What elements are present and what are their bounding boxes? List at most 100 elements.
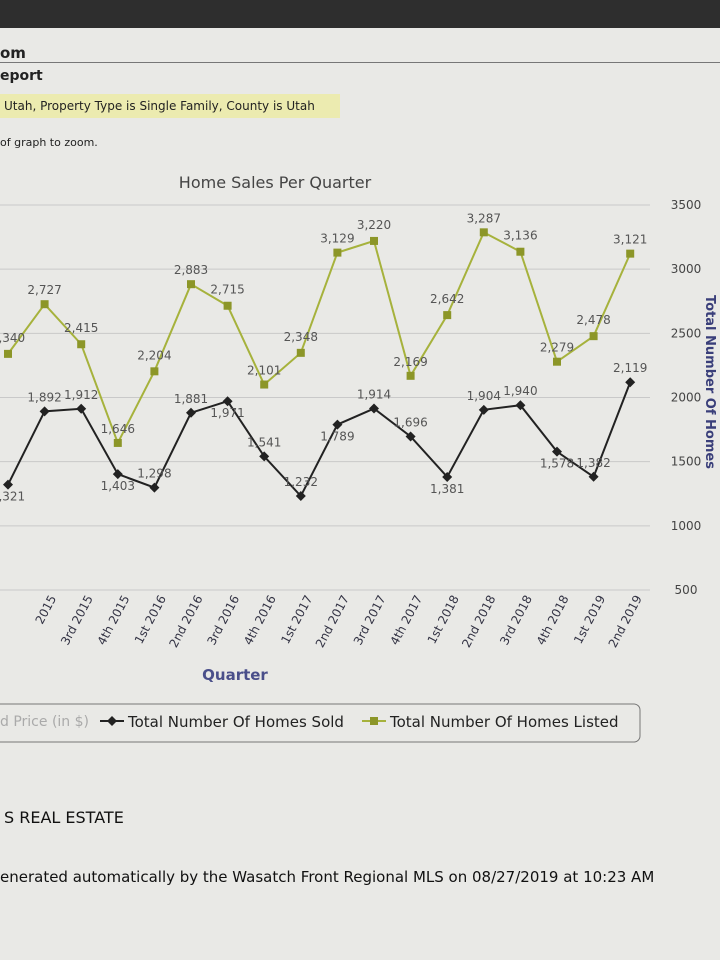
chart-title: Home Sales Per Quarter (179, 173, 372, 192)
data-label: 1,298 (137, 467, 171, 481)
report-title: eport (0, 68, 43, 84)
legend-label: Total Number Of Homes Listed (389, 713, 619, 731)
company: S REAL ESTATE (4, 808, 124, 827)
data-label: 2,642 (430, 292, 464, 306)
y2-tick-label: 1500 (671, 455, 702, 469)
marker (625, 377, 636, 388)
data-label: 1,940 (503, 384, 537, 398)
data-label: 2,119 (613, 361, 647, 375)
marker (626, 249, 635, 258)
marker (296, 348, 305, 357)
data-label: 1,403 (101, 479, 135, 493)
marker (406, 371, 415, 380)
x-tick-label: 3rd 2016 (204, 593, 242, 648)
x-tick-label: 1st 2016 (132, 593, 169, 646)
marker (260, 380, 269, 389)
data-label: 1,646 (101, 422, 135, 436)
marker (588, 471, 599, 482)
data-label: 1,971 (210, 406, 244, 420)
data-label: 1,321 (0, 490, 25, 504)
data-label: 2,340 (0, 331, 25, 345)
marker (443, 311, 452, 320)
data-label: 1,382 (576, 456, 610, 470)
marker (369, 403, 379, 414)
legend-label: Total Number Of Homes Sold (127, 713, 344, 731)
y2-tick-label: 3000 (671, 262, 702, 276)
marker (479, 228, 488, 237)
data-label: 3,136 (503, 229, 537, 243)
chart: Home Sales Per Quarter Quarter Total Num… (0, 173, 717, 743)
x-tick-label: 1st 2019 (571, 593, 608, 646)
x-tick-label: 2nd 2019 (606, 593, 645, 650)
marker (370, 236, 378, 245)
x-tick-label: 3rd 2015 (58, 593, 96, 648)
marker (150, 367, 159, 376)
x-tick-label: 4th 2018 (534, 593, 572, 648)
series-line (7, 381, 632, 498)
marker (149, 482, 160, 493)
data-label: 2,169 (393, 355, 427, 369)
marker (112, 469, 123, 480)
y2-tick-label: 2500 (671, 326, 702, 340)
data-label: 1,789 (320, 430, 354, 444)
marker (333, 248, 342, 257)
filter-text: Utah, Property Type is Single Family, Co… (4, 99, 315, 113)
x-tick-label: 1st 2017 (278, 593, 315, 646)
marker (187, 280, 195, 289)
data-label: 3,121 (613, 233, 647, 247)
marker (40, 300, 49, 309)
legend-marker (107, 716, 117, 726)
x-tick-label: 2015 (33, 593, 60, 627)
marker (259, 451, 270, 462)
top-shadow (0, 0, 720, 28)
data-label: 2,101 (247, 364, 281, 378)
data-label: 1,578 (540, 457, 574, 471)
data-label: 3,220 (357, 218, 391, 232)
marker (516, 247, 525, 256)
data-label: 3,129 (320, 232, 354, 246)
data-label: 1,541 (247, 435, 281, 449)
header-rule (0, 62, 720, 63)
marker (478, 404, 489, 415)
marker (442, 471, 453, 482)
marker (552, 446, 562, 457)
filter-band (0, 94, 340, 118)
data-label: 1,892 (27, 390, 61, 404)
x-tick-label: 2nd 2016 (166, 593, 205, 650)
data-label: 2,348 (284, 330, 318, 344)
marker (113, 438, 122, 447)
marker (3, 479, 13, 490)
y2-tick-label: 500 (675, 583, 698, 597)
header-title: om (0, 44, 26, 62)
legend-box (0, 703, 641, 743)
x-tick-label: 3rd 2018 (497, 593, 535, 648)
x-tick-label: 4th 2017 (387, 593, 425, 648)
y2-axis-title: Total Number Of Homes (702, 295, 717, 469)
x-tick-label: 3rd 2017 (351, 593, 389, 648)
x-axis-title: Quarter (202, 666, 268, 684)
legend-marker (370, 717, 378, 725)
x-tick-label: 2nd 2018 (459, 593, 498, 650)
legend-partial: d Price (in $) (0, 714, 89, 730)
marker (553, 357, 561, 366)
marker (39, 406, 50, 417)
x-tick-label: 4th 2015 (95, 593, 133, 648)
data-label: 1,912 (64, 388, 98, 402)
y2-tick-label: 1000 (671, 519, 702, 533)
marker (589, 332, 598, 341)
data-label: 3,287 (467, 211, 501, 225)
marker (223, 301, 232, 310)
x-tick-label: 1st 2018 (425, 593, 462, 646)
marker (77, 340, 86, 349)
footer: enerated automatically by the Wasatch Fr… (0, 868, 655, 886)
data-label: 1,381 (430, 482, 464, 496)
data-label: 1,232 (284, 475, 318, 489)
marker (4, 349, 12, 358)
y2-tick-label: 3500 (671, 198, 702, 212)
marker (515, 400, 526, 411)
data-label: 2,727 (27, 283, 61, 297)
data-label: 2,478 (576, 313, 610, 327)
data-label: 2,279 (540, 341, 574, 355)
x-tick-label: 2nd 2017 (313, 593, 352, 650)
marker (76, 403, 87, 414)
